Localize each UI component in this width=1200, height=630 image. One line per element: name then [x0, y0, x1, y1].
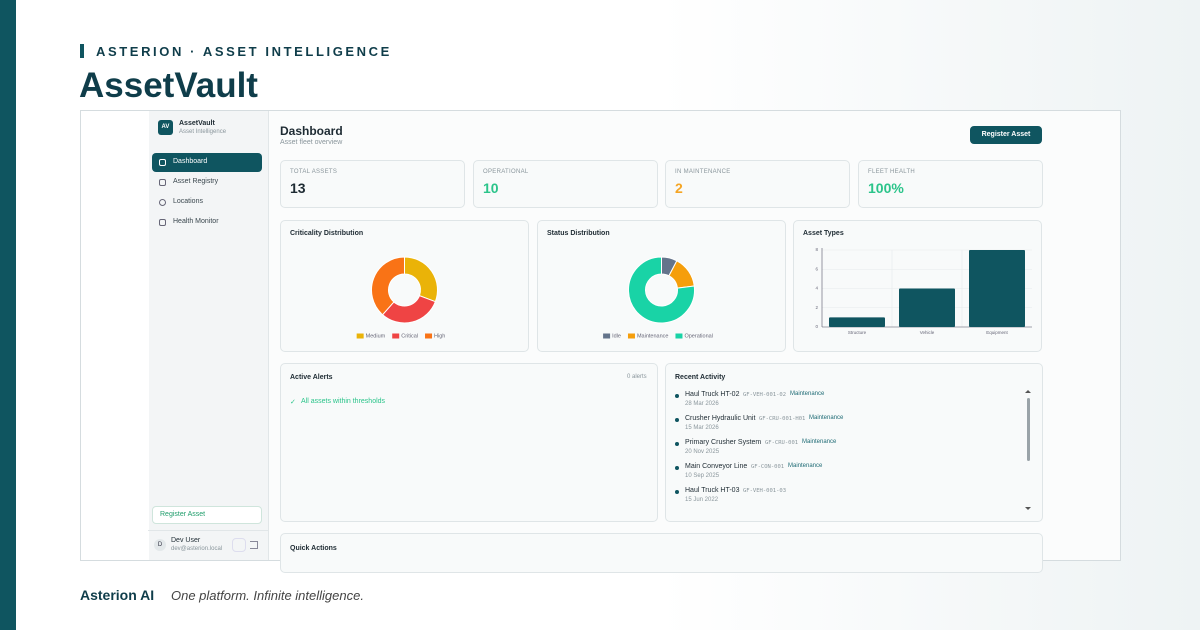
nav-label: Dashboard [173, 158, 208, 165]
side-strip [0, 0, 16, 630]
activity-name: Main Conveyor Line [685, 463, 748, 470]
nav-icon [159, 199, 166, 206]
header-button[interactable]: Register Asset [970, 126, 1042, 144]
stat-card [473, 160, 658, 208]
alerts-count: 0 alerts [627, 374, 647, 380]
activity-date: 10 Sep 2025 [685, 473, 720, 479]
scroll-thumb [1027, 398, 1030, 461]
stat-card [858, 160, 1043, 208]
user-name: Dev User [171, 537, 201, 544]
footer-name: Asterion AI [80, 587, 155, 603]
quick-card [280, 533, 1043, 573]
chart-title: Criticality Distribution [290, 230, 364, 237]
theme-toggle[interactable] [232, 538, 246, 552]
activity-dot [675, 442, 679, 446]
activity-dot [675, 418, 679, 422]
alerts-message: All assets within thresholds [301, 398, 386, 405]
logout[interactable] [250, 541, 258, 549]
stat-label: OPERATIONAL [483, 169, 529, 175]
scroll-up [1025, 390, 1031, 393]
nav-icon [159, 159, 166, 166]
activity-dot [675, 394, 679, 398]
activity-tag: Maintenance [802, 439, 837, 445]
activity-code: GF-VEH-001-03 [743, 487, 787, 494]
footer-tagline: One platform. Infinite intelligence. [171, 588, 364, 603]
chart-card [793, 220, 1042, 352]
stat-label: TOTAL ASSETS [290, 169, 338, 175]
stat-value: 100% [868, 180, 904, 196]
sidebar-divider [148, 530, 268, 531]
app-name: AssetVault [179, 120, 215, 127]
chart-title: Status Distribution [547, 230, 610, 237]
activity-name: Crusher Hydraulic Unit [685, 415, 756, 422]
scroll-down [1025, 507, 1031, 510]
activity-code: GF-CRU-001-H01 [759, 415, 806, 422]
stat-value: 2 [675, 180, 683, 196]
activity-title: Recent Activity [675, 374, 726, 381]
user-avatar: D [154, 539, 166, 551]
alerts-check: ✓ [290, 399, 296, 406]
activity-date: 28 Mar 2026 [685, 401, 719, 407]
activity-tag: Maintenance [790, 391, 825, 397]
register-button[interactable] [152, 506, 262, 524]
alerts-title: Active Alerts [290, 374, 333, 381]
stat-card [280, 160, 465, 208]
chart-title: Asset Types [803, 230, 844, 237]
activity-name: Haul Truck HT-03 [685, 487, 740, 494]
user-email: dev@asterion.local [171, 546, 223, 552]
activity-dot [675, 490, 679, 494]
eyebrow-bar [80, 44, 84, 58]
stat-card [665, 160, 850, 208]
page-subtitle: Asset fleet overview [280, 139, 343, 146]
nav-icon [159, 179, 166, 186]
nav-item[interactable] [152, 153, 262, 172]
activity-code: GF-CRU-001 [765, 439, 799, 446]
activity-date: 15 Jun 2022 [685, 497, 719, 503]
activity-name: Haul Truck HT-02 [685, 391, 740, 398]
stat-label: IN MAINTENANCE [675, 169, 731, 175]
app-tagline: Asset Intelligence [179, 129, 227, 135]
sidebar [149, 111, 269, 560]
eyebrow: ASTERION · ASSET INTELLIGENCE [96, 44, 392, 59]
nav-icon [159, 219, 166, 226]
brand-title: AssetVault [79, 66, 258, 105]
stat-label: FLEET HEALTH [868, 169, 916, 175]
register-label: Register Asset [160, 511, 206, 518]
alerts-card [280, 363, 658, 522]
nav-label: Asset Registry [173, 178, 219, 185]
logo: AV [158, 120, 173, 135]
nav-item[interactable] [152, 193, 262, 212]
nav-label: Health Monitor [173, 218, 219, 225]
chart-card [537, 220, 786, 352]
activity-tag: Maintenance [809, 415, 844, 421]
activity-card [665, 363, 1043, 522]
nav-label: Locations [173, 198, 203, 205]
activity-dot [675, 466, 679, 470]
chart-card [280, 220, 529, 352]
activity-code: GF-VEH-001-02 [743, 391, 787, 398]
activity-date: 20 Nov 2025 [685, 449, 720, 455]
stat-value: 13 [290, 180, 306, 196]
stat-value: 10 [483, 180, 499, 196]
activity-date: 15 Mar 2026 [685, 425, 719, 431]
activity-code: GF-CON-001 [751, 463, 785, 470]
page-title: Dashboard [280, 124, 343, 138]
activity-name: Primary Crusher System [685, 439, 762, 446]
activity-tag: Maintenance [788, 463, 823, 469]
quick-title: Quick Actions [290, 545, 337, 552]
